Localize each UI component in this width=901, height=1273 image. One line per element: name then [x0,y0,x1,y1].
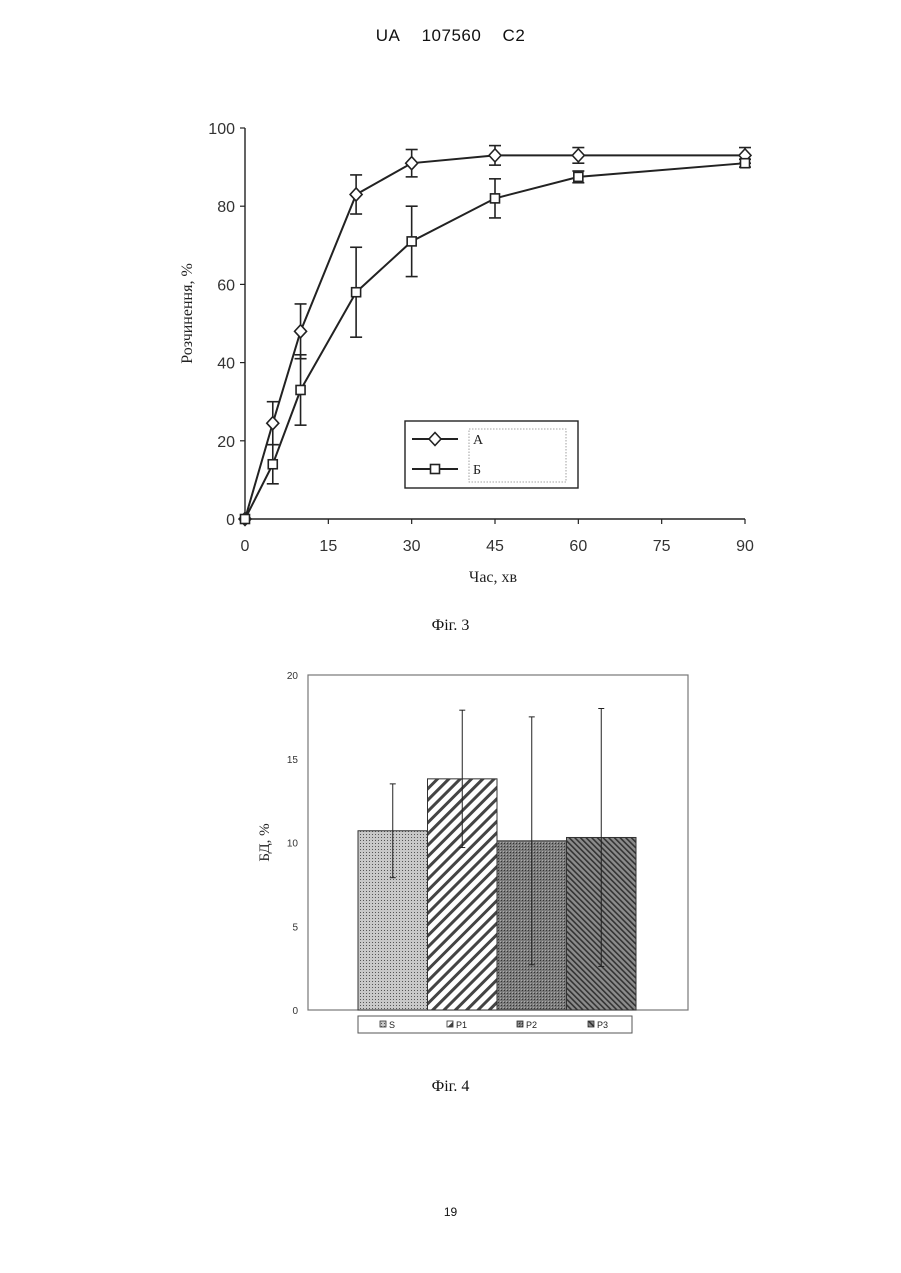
chart1-y-tick-label: 20 [217,434,235,451]
chart2-y-tick-label: 20 [287,671,299,682]
chart2-legend-label: P2 [526,1020,537,1030]
chart1-data-point [296,385,305,394]
chart1-x-axis-label: Час, хв [469,569,518,586]
page-number: 19 [0,1205,901,1219]
chart1-legend-label: Б [473,463,481,478]
chart2-legend-label: S [389,1020,395,1030]
dissolution-line-chart: 0 20 40 60 80 100 0 15 30 45 60 75 90 Час, хв Розчинен… [0,0,901,620]
chart1-data-point [350,188,362,201]
chart1-y-tick-label: 40 [217,356,235,373]
chart1-x-tick-label: 30 [403,538,421,555]
chart1-data-point [268,460,277,469]
chart1-data-point [741,159,750,168]
chart2-y-tick-label: 10 [287,839,299,850]
figure-3-caption: Фіг. 3 [0,617,901,635]
chart1-x-tick-label: 45 [486,538,504,555]
chart1-data-point [295,325,307,338]
chart2-y-tick-label: 0 [292,1006,298,1017]
chart1-x-tick-label: 60 [569,538,587,555]
chart1-data-point [489,149,501,162]
chart1-data-point [407,237,416,246]
chart1-legend-marker [431,465,440,474]
chart1-x-tick-label: 0 [241,538,250,555]
chart1-y-tick-label: 80 [217,199,235,216]
figure-4-caption: Фіг. 4 [0,1078,901,1096]
chart2-y-tick-label: 15 [287,755,299,766]
chart1-y-tick-label: 60 [217,277,235,294]
chart2-legend-label: P1 [456,1020,467,1030]
bd-bar-chart: 0 5 10 15 20 БД, % S P1 P2 P3 [0,660,901,1060]
chart1-x-tick-label: 15 [319,538,337,555]
chart2-legend-swatch [517,1021,523,1027]
chart1-y-tick-label: 100 [208,121,235,138]
chart1-axes: 0 20 40 60 80 100 0 15 30 45 60 75 90 Час, хв Розчинен… [179,121,754,586]
chart1-x-tick-label: 75 [653,538,671,555]
chart1-data-point [352,288,361,297]
chart1-legend-label: А [473,433,484,448]
chart1-legend-box [405,421,578,488]
chart2-y-tick-label: 5 [292,922,298,933]
chart1-data-point [241,515,250,524]
chart1-legend: АБ [405,421,578,488]
chart2-legend-swatch [588,1021,594,1027]
chart1-y-axis-label: Розчинення, % [179,263,196,364]
chart1-data-point [406,157,418,170]
chart1-x-tick-label: 90 [736,538,754,555]
chart1-data-point [267,417,279,430]
chart1-y-tick-label: 0 [226,512,235,529]
chart1-data-point [574,172,583,181]
chart2-y-axis-label: БД, % [257,823,273,861]
chart1-data-point [491,194,500,203]
chart2-legend: S P1 P2 P3 [358,1016,632,1033]
chart2-legend-label: P3 [597,1020,608,1030]
chart2-legend-swatch [380,1021,386,1027]
chart1-data-point [572,149,584,162]
chart2-legend-swatch [447,1021,453,1027]
